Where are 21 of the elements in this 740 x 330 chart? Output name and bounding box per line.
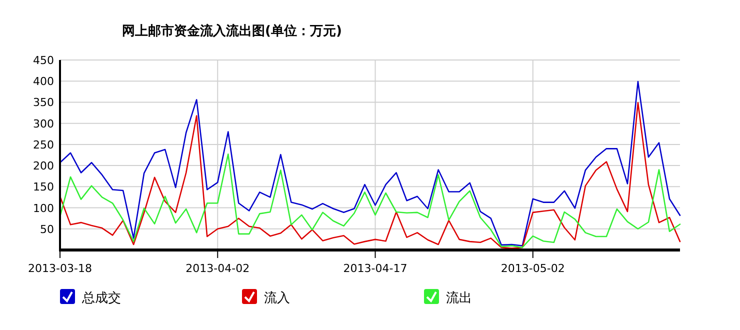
- legend-item: 流出: [424, 289, 472, 306]
- legend-label: 总成交: [81, 290, 121, 306]
- x-tick-label: 2013-04-02: [186, 262, 250, 275]
- y-tick-label: 50: [40, 222, 54, 236]
- y-tick-label: 450: [33, 54, 54, 67]
- x-tick-label: 2013-03-18: [28, 262, 92, 275]
- chart-title: 网上邮市资金流入流出图(单位：万元): [122, 23, 342, 39]
- y-tick-label: 400: [33, 75, 54, 88]
- y-tick-label: 200: [33, 160, 54, 173]
- y-tick-label: 250: [33, 138, 54, 152]
- y-tick-label: 150: [33, 180, 54, 194]
- legend-label: 流入: [264, 290, 290, 306]
- y-tick-label: 350: [33, 96, 54, 110]
- legend-item: 流入: [242, 289, 290, 306]
- line-series: [59, 154, 681, 248]
- legend-item: 总成交: [60, 289, 121, 306]
- y-tick-label: 300: [33, 117, 54, 130]
- x-tick-label: 2013-05-02: [500, 262, 565, 275]
- legend-label: 流出: [446, 290, 472, 306]
- x-tick-label: 2013-04-17: [343, 262, 408, 275]
- y-tick-label: 100: [33, 202, 54, 215]
